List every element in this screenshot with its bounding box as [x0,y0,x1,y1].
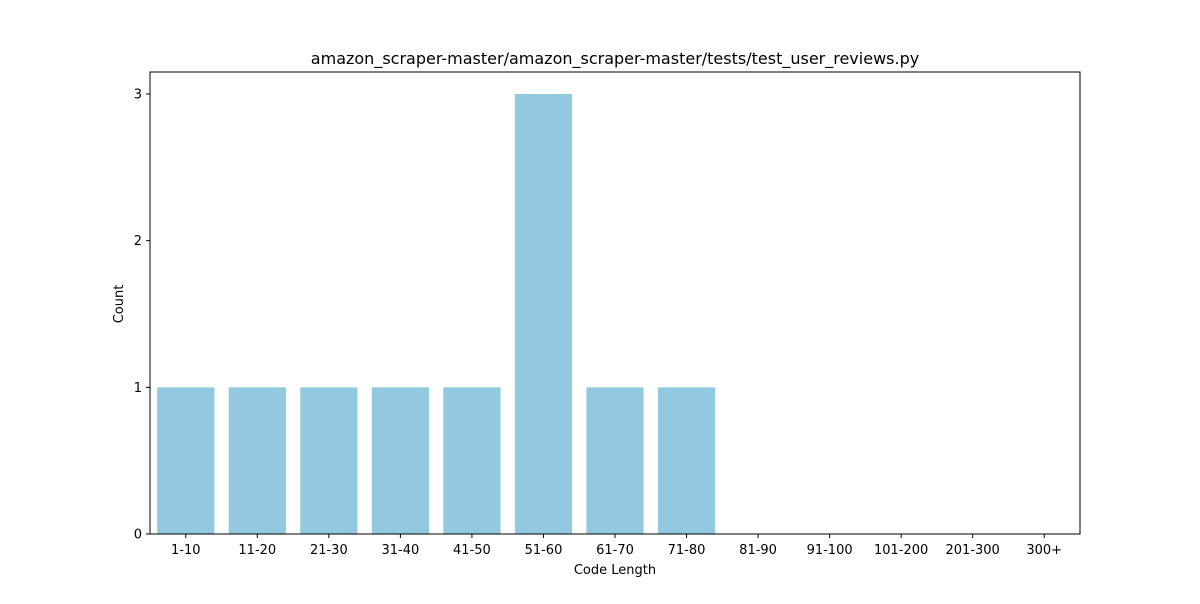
x-tick-label: 61-70 [596,543,634,558]
x-axis-label: Code Length [574,563,656,578]
bar-11-20 [228,387,286,534]
x-tick-label: 1-10 [171,543,201,558]
x-tick-label: 81-90 [739,543,777,558]
x-tick-label: 31-40 [381,543,419,558]
bar-21-30 [300,387,358,534]
x-tick-label: 91-100 [807,543,853,558]
plot-frame [149,71,1081,535]
x-tick-label: 101-200 [874,543,928,558]
x-tick-label: 51-60 [525,543,563,558]
x-tick-label: 300+ [1026,543,1062,558]
x-axis-ticks: 1-10 11-20 21-30 31-40 41-50 51-60 61-70 71-80 8… [171,534,1062,558]
bar-51-60 [514,94,573,534]
y-axis-label: Count [112,285,127,324]
y-tick-label: 3 [134,88,142,103]
y-axis-ticks: 0 1 2 3 [134,88,150,543]
y-tick-label: 1 [134,381,142,396]
x-tick-label: 201-300 [946,543,1000,558]
y-tick-label: 0 [134,528,142,543]
y-tick-label: 2 [134,234,142,249]
x-tick-label: 71-80 [668,543,706,558]
bar-71-80 [657,387,716,534]
bar-41-50 [443,387,501,534]
bars-group [157,94,716,534]
bar-1-10 [157,387,215,534]
bar-31-40 [371,387,429,534]
bar-61-70 [586,387,644,534]
chart-title: amazon_scraper-master/amazon_scraper-mas… [311,49,919,69]
x-tick-label: 21-30 [310,543,348,558]
x-tick-label: 11-20 [238,543,276,558]
x-tick-label: 41-50 [453,543,491,558]
